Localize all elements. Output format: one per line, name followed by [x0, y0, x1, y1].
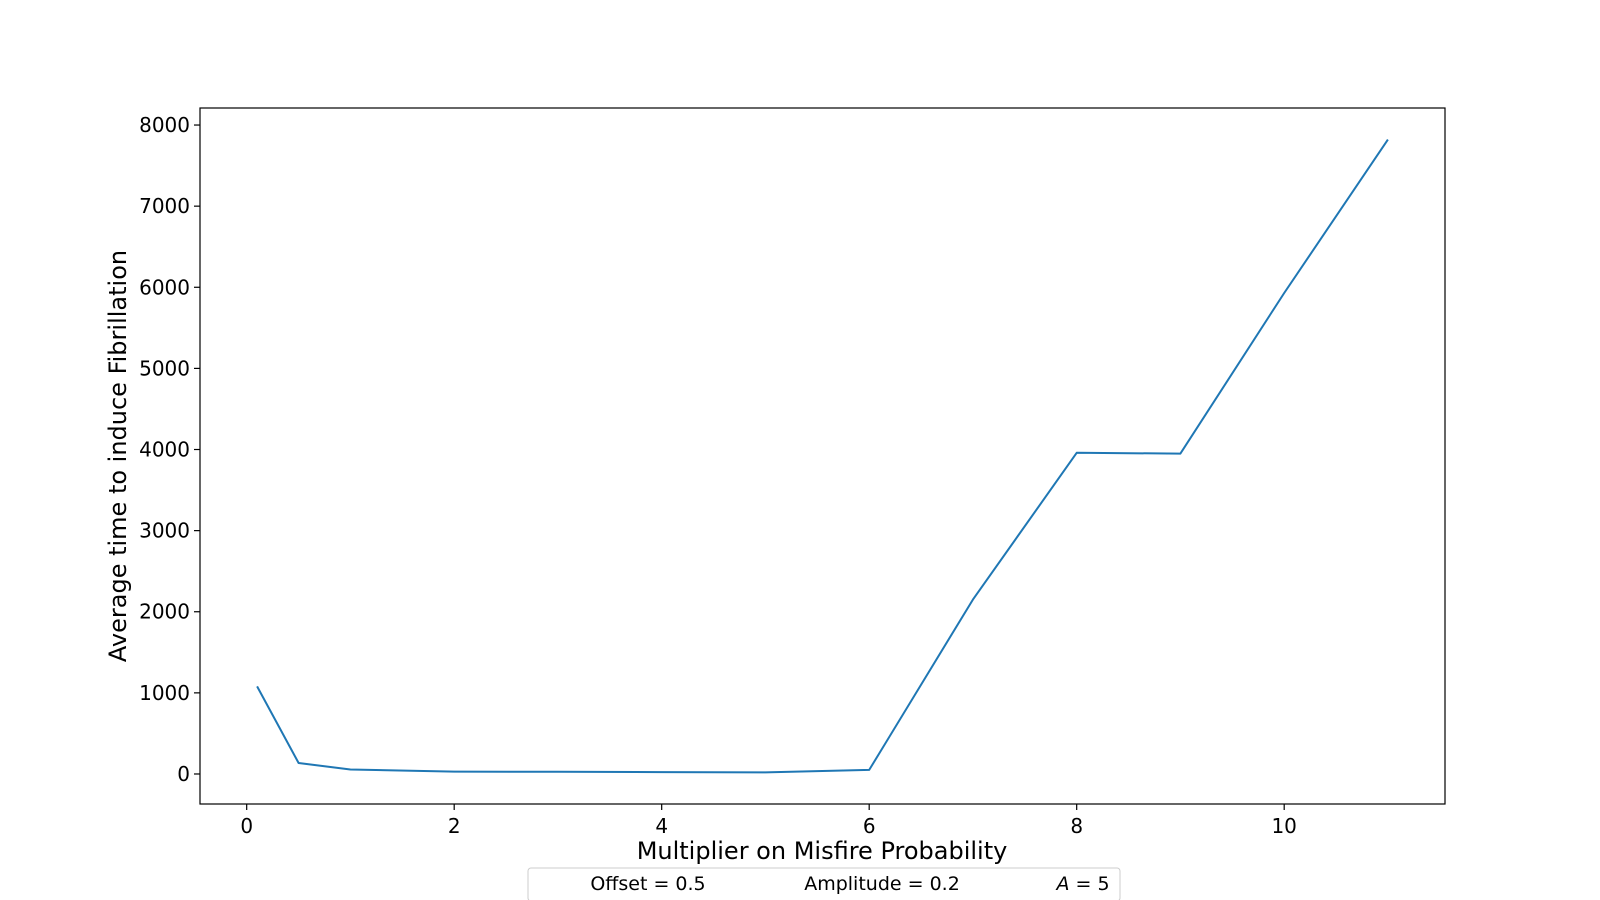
plot-area — [256, 139, 1389, 774]
y-tick-label: 1000 — [139, 681, 190, 705]
x-tick-label: 10 — [1271, 814, 1296, 838]
y-tick-label: 6000 — [139, 275, 190, 299]
y-tick-label: 0 — [177, 762, 190, 786]
x-axis: 0 2 4 6 8 10 — [240, 804, 1297, 838]
x-tick-label: 8 — [1070, 814, 1083, 838]
legend-entry-offset: Offset = 0.5 — [590, 873, 705, 895]
series-line-0 — [256, 139, 1389, 774]
legend-box — [527, 867, 1121, 900]
legend: Offset = 0.5 Amplitude = 0.2 A = 5 — [527, 867, 1121, 900]
y-axis-label: Average time to induce Fibrillation — [104, 250, 132, 662]
legend-entry-a-value: = 5 — [1069, 873, 1109, 895]
y-axis: 0 1000 2000 3000 4000 5000 6000 7000 8000 — [139, 113, 200, 786]
x-tick-label: 2 — [448, 814, 461, 838]
y-tick-label: 5000 — [139, 356, 190, 380]
y-tick-label: 4000 — [139, 438, 190, 462]
x-tick-label: 6 — [863, 814, 876, 838]
axes-frame — [199, 107, 1446, 805]
y-tick-label: 8000 — [139, 113, 190, 137]
x-tick-label: 0 — [240, 814, 253, 838]
legend-entry-amplitude: Amplitude = 0.2 — [804, 873, 960, 895]
x-tick-label: 4 — [655, 814, 668, 838]
y-tick-label: 2000 — [139, 600, 190, 624]
x-axis-label: Multiplier on Misfire Probability — [637, 837, 1008, 865]
legend-entry-a-symbol: A — [1054, 873, 1069, 895]
y-tick-label: 7000 — [139, 194, 190, 218]
y-tick-label: 3000 — [139, 519, 190, 543]
legend-entry-a: A = 5 — [1054, 873, 1109, 895]
